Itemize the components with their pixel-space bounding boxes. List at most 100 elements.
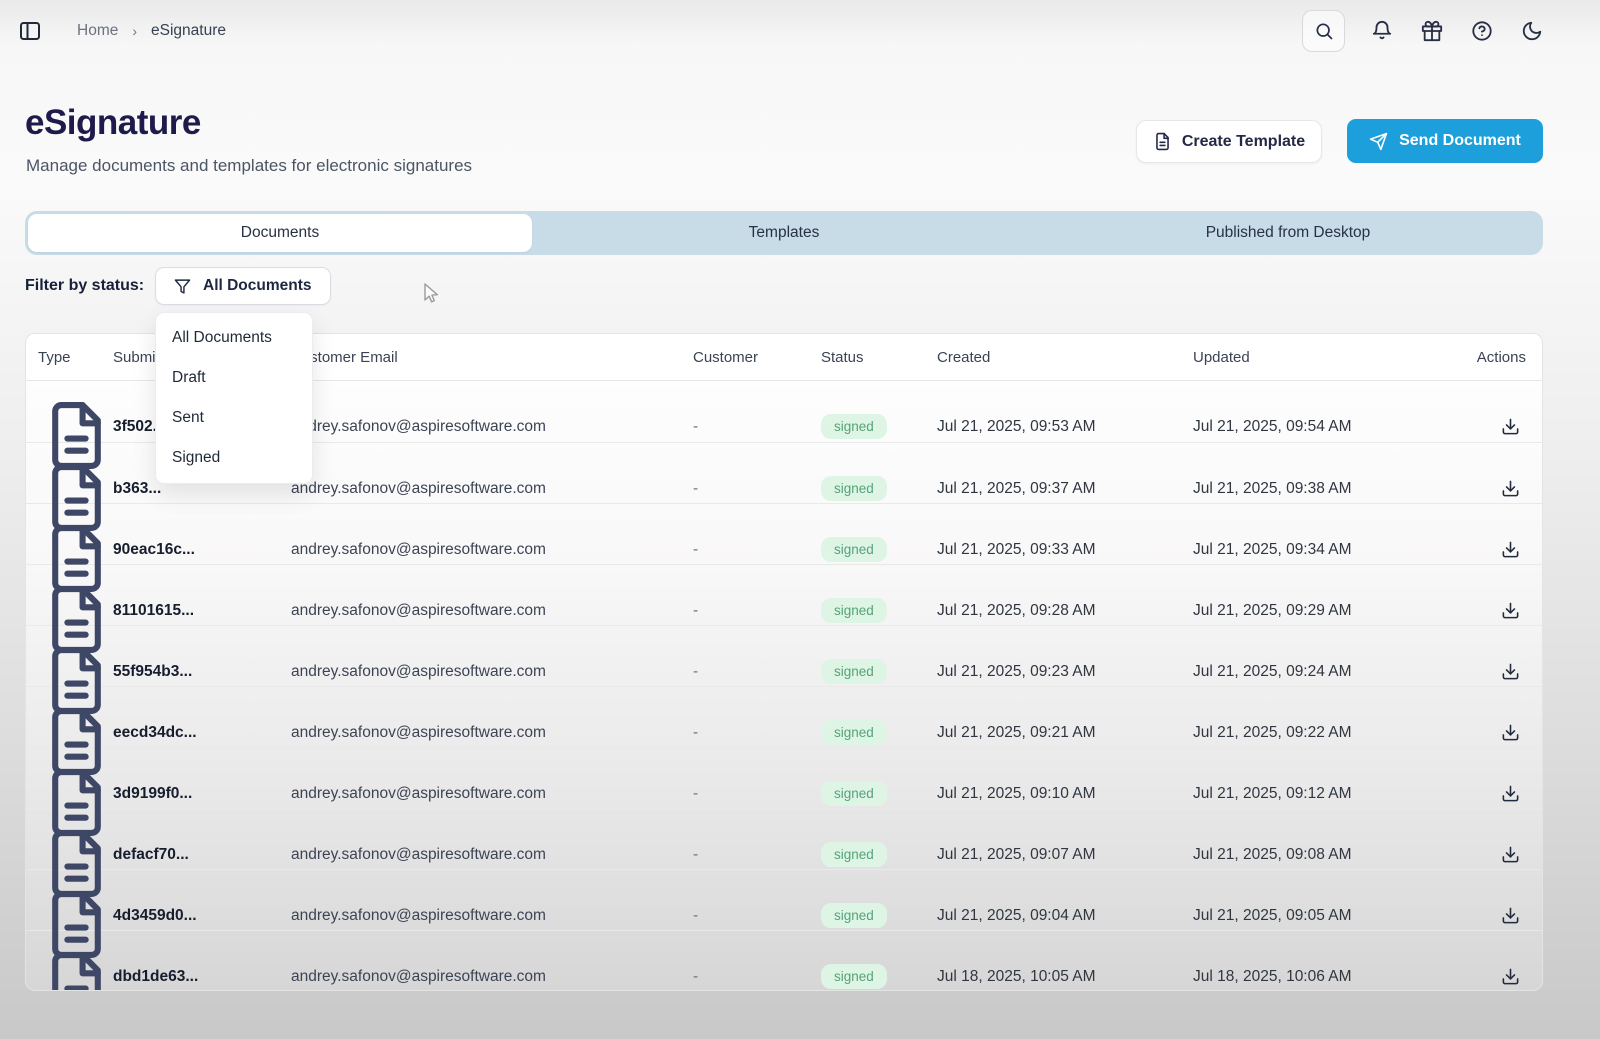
table-row[interactable]: defacf70... andrey.safonov@aspiresoftwar… — [26, 808, 1542, 897]
status-badge: signed — [821, 476, 887, 501]
submission-id: dbd1de63... — [113, 967, 199, 985]
status-cell: signed — [821, 903, 937, 928]
status-cell: signed — [821, 964, 937, 989]
column-header-actions: Actions — [1476, 348, 1526, 366]
send-document-label: Send Document — [1399, 132, 1521, 149]
dropdown-option[interactable]: Signed — [172, 449, 221, 466]
created-date: Jul 21, 2025, 09:53 AM — [937, 417, 1096, 435]
search-icon[interactable] — [1302, 10, 1345, 52]
customer-value: - — [693, 784, 699, 802]
bell-icon[interactable] — [1369, 18, 1395, 44]
customer-email: andrey.safonov@aspiresoftware.com — [291, 601, 546, 619]
table-row[interactable]: 3f502... andrey.safonov@aspiresoftware.c… — [26, 381, 1542, 469]
status-cell: signed — [821, 720, 937, 745]
customer-email: andrey.safonov@aspiresoftware.com — [291, 967, 546, 985]
updated-date: Jul 21, 2025, 09:05 AM — [1193, 906, 1352, 924]
table-row[interactable]: 90eac16c... andrey.safonov@aspiresoftwar… — [26, 503, 1542, 592]
download-button[interactable] — [1501, 967, 1520, 986]
updated-date: Jul 21, 2025, 09:24 AM — [1193, 662, 1352, 680]
status-cell: signed — [821, 781, 937, 806]
breadcrumb-current: eSignature — [151, 22, 227, 39]
moon-icon[interactable] — [1519, 18, 1545, 44]
funnel-icon — [174, 278, 191, 295]
updated-date: Jul 21, 2025, 09:12 AM — [1193, 784, 1352, 802]
submission-id: 55f954b3... — [113, 662, 193, 680]
dropdown-option[interactable]: Draft — [172, 369, 206, 386]
dropdown-option[interactable]: All Documents — [172, 329, 272, 346]
status-badge: signed — [821, 414, 887, 439]
status-filter-dropdown: All Documents Draft Sent Signed — [155, 312, 313, 484]
customer-value: - — [693, 540, 699, 558]
table-row[interactable]: 3d9199f0... andrey.safonov@aspiresoftwar… — [26, 747, 1542, 836]
created-date: Jul 21, 2025, 09:28 AM — [937, 601, 1096, 619]
updated-date: Jul 21, 2025, 09:08 AM — [1193, 845, 1352, 863]
table-row[interactable]: 4d3459d0... andrey.safonov@aspiresoftwar… — [26, 869, 1542, 958]
status-badge: signed — [821, 964, 887, 989]
table-row[interactable]: eecd34dc... andrey.safonov@aspiresoftwar… — [26, 686, 1542, 775]
download-button[interactable] — [1501, 540, 1520, 559]
created-date: Jul 21, 2025, 09:10 AM — [937, 784, 1096, 802]
updated-date: Jul 21, 2025, 09:38 AM — [1193, 479, 1352, 497]
dropdown-option[interactable]: Sent — [172, 409, 204, 426]
download-button[interactable] — [1501, 479, 1520, 498]
sidebar-toggle-icon[interactable] — [18, 19, 42, 43]
updated-date: Jul 21, 2025, 09:29 AM — [1193, 601, 1352, 619]
tab-bar: Documents Templates Published from Deskt… — [25, 211, 1543, 255]
send-document-button[interactable]: Send Document — [1347, 119, 1543, 163]
document-type-cell — [26, 504, 113, 595]
status-badge: signed — [821, 781, 887, 806]
download-button[interactable] — [1501, 845, 1520, 864]
tab-templates[interactable]: Templates — [748, 224, 820, 241]
status-badge: signed — [821, 659, 887, 684]
customer-value: - — [693, 662, 699, 680]
download-button[interactable] — [1501, 906, 1520, 925]
download-button[interactable] — [1501, 601, 1520, 620]
top-bar: Home › eSignature — [0, 0, 1600, 62]
column-header-created: Created — [937, 348, 991, 366]
tab-documents[interactable]: Documents — [28, 214, 532, 252]
breadcrumb-home-link[interactable]: Home — [77, 22, 119, 39]
submission-id: 3d9199f0... — [113, 784, 193, 802]
table-row[interactable]: b363... andrey.safonov@aspiresoftware.co… — [26, 442, 1542, 531]
download-button[interactable] — [1501, 723, 1520, 742]
column-header-type: Type — [38, 348, 71, 366]
tab-published-from-desktop[interactable]: Published from Desktop — [1205, 224, 1371, 241]
column-header-customer: Customer — [693, 348, 759, 366]
page-title: eSignature — [25, 103, 201, 142]
submission-id: 3f502... — [113, 417, 166, 435]
download-button[interactable] — [1501, 662, 1520, 681]
table-row[interactable]: dbd1de63... andrey.safonov@aspiresoftwar… — [26, 930, 1542, 990]
topbar-actions — [1302, 0, 1545, 62]
status-filter-value: All Documents — [203, 277, 312, 294]
column-header-customer-email: Customer Email — [291, 348, 398, 366]
customer-value: - — [693, 845, 699, 863]
customer-value: - — [693, 417, 699, 435]
submission-id: 90eac16c... — [113, 540, 195, 558]
created-date: Jul 18, 2025, 10:05 AM — [937, 967, 1096, 985]
status-cell: signed — [821, 476, 937, 501]
download-button[interactable] — [1501, 417, 1520, 436]
status-filter-button[interactable]: All Documents — [155, 267, 331, 305]
column-header-updated: Updated — [1193, 348, 1250, 366]
updated-date: Jul 21, 2025, 09:34 AM — [1193, 540, 1352, 558]
create-template-button[interactable]: Create Template — [1136, 120, 1322, 163]
submission-id: 4d3459d0... — [113, 906, 197, 924]
status-badge: signed — [821, 598, 887, 623]
gift-icon[interactable] — [1419, 18, 1445, 44]
created-date: Jul 21, 2025, 09:37 AM — [937, 479, 1096, 497]
help-icon[interactable] — [1469, 18, 1495, 44]
customer-email: andrey.safonov@aspiresoftware.com — [291, 662, 546, 680]
status-cell: signed — [821, 598, 937, 623]
submission-id: defacf70... — [113, 845, 189, 863]
filter-by-status-label: Filter by status: — [25, 277, 145, 294]
table-row[interactable]: 55f954b3... andrey.safonov@aspiresoftwar… — [26, 625, 1542, 714]
column-header-status: Status — [821, 348, 864, 366]
created-date: Jul 21, 2025, 09:33 AM — [937, 540, 1096, 558]
updated-date: Jul 21, 2025, 09:54 AM — [1193, 417, 1352, 435]
table-body: 3f502... andrey.safonov@aspiresoftware.c… — [26, 381, 1542, 990]
download-button[interactable] — [1501, 784, 1520, 803]
customer-value: - — [693, 723, 699, 741]
table-row[interactable]: 81101615... andrey.safonov@aspiresoftwar… — [26, 564, 1542, 653]
status-badge: signed — [821, 537, 887, 562]
customer-value: - — [693, 906, 699, 924]
